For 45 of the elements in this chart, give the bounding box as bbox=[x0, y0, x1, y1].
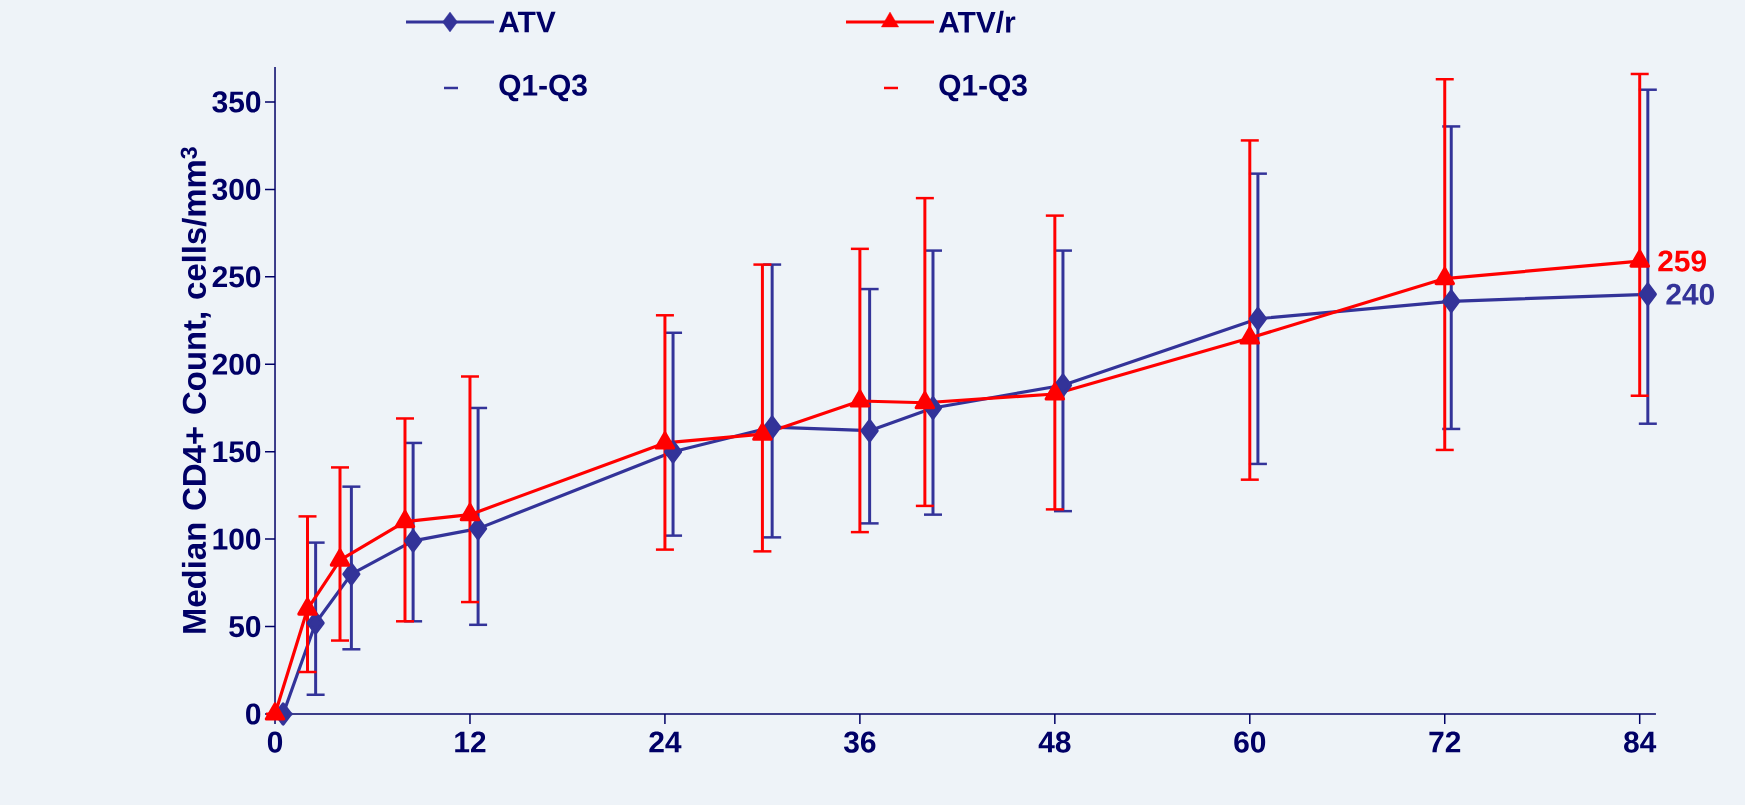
point bbox=[752, 422, 773, 441]
point bbox=[297, 597, 318, 616]
y-tick-label: 200 bbox=[212, 353, 261, 375]
point bbox=[1442, 289, 1461, 313]
y-tick-label: 0 bbox=[246, 703, 261, 725]
point bbox=[342, 562, 361, 586]
x-tick-label: 36 bbox=[843, 731, 876, 753]
x-tick-label: 24 bbox=[649, 731, 682, 753]
x-tick-label: 60 bbox=[1234, 731, 1266, 753]
y-tick-label: 250 bbox=[212, 266, 261, 288]
annotation: Q1-Q3 bbox=[499, 74, 587, 102]
point bbox=[468, 517, 488, 541]
point bbox=[1638, 282, 1657, 306]
x-tick-label: 48 bbox=[1038, 731, 1071, 753]
data-label: 259 bbox=[1658, 250, 1706, 272]
point bbox=[654, 431, 676, 450]
y-tick-label: 100 bbox=[213, 528, 261, 550]
point bbox=[404, 529, 423, 553]
point bbox=[1239, 326, 1261, 345]
point bbox=[306, 611, 325, 635]
x-tick-label: 0 bbox=[267, 731, 283, 753]
point bbox=[1044, 382, 1066, 401]
x-tick-label: 84 bbox=[1624, 731, 1657, 753]
y-axis-title: Median CD4+ Count, cells/mm$^{3}$ bbox=[180, 147, 211, 633]
x-tick-label: 12 bbox=[455, 731, 486, 753]
annotation: Q1-Q3 bbox=[939, 74, 1027, 102]
point bbox=[914, 391, 936, 410]
point bbox=[394, 510, 416, 529]
point bbox=[849, 389, 871, 408]
y-tick-label: 300 bbox=[212, 178, 261, 200]
y-tick-label: 50 bbox=[229, 615, 261, 638]
y-tick-label: 150 bbox=[213, 441, 261, 463]
point bbox=[763, 415, 782, 439]
legend-label: ATV/r bbox=[938, 10, 1016, 34]
y-tick-label: 350 bbox=[212, 91, 261, 113]
point bbox=[264, 702, 286, 721]
point bbox=[459, 503, 481, 522]
data-label: 240 bbox=[1666, 283, 1714, 305]
point bbox=[329, 548, 351, 567]
legend-label: ATV bbox=[498, 11, 556, 33]
point bbox=[1434, 266, 1455, 286]
x-tick-label: 72 bbox=[1429, 731, 1461, 753]
point bbox=[1629, 249, 1650, 268]
point bbox=[1248, 307, 1268, 331]
point bbox=[860, 419, 879, 443]
